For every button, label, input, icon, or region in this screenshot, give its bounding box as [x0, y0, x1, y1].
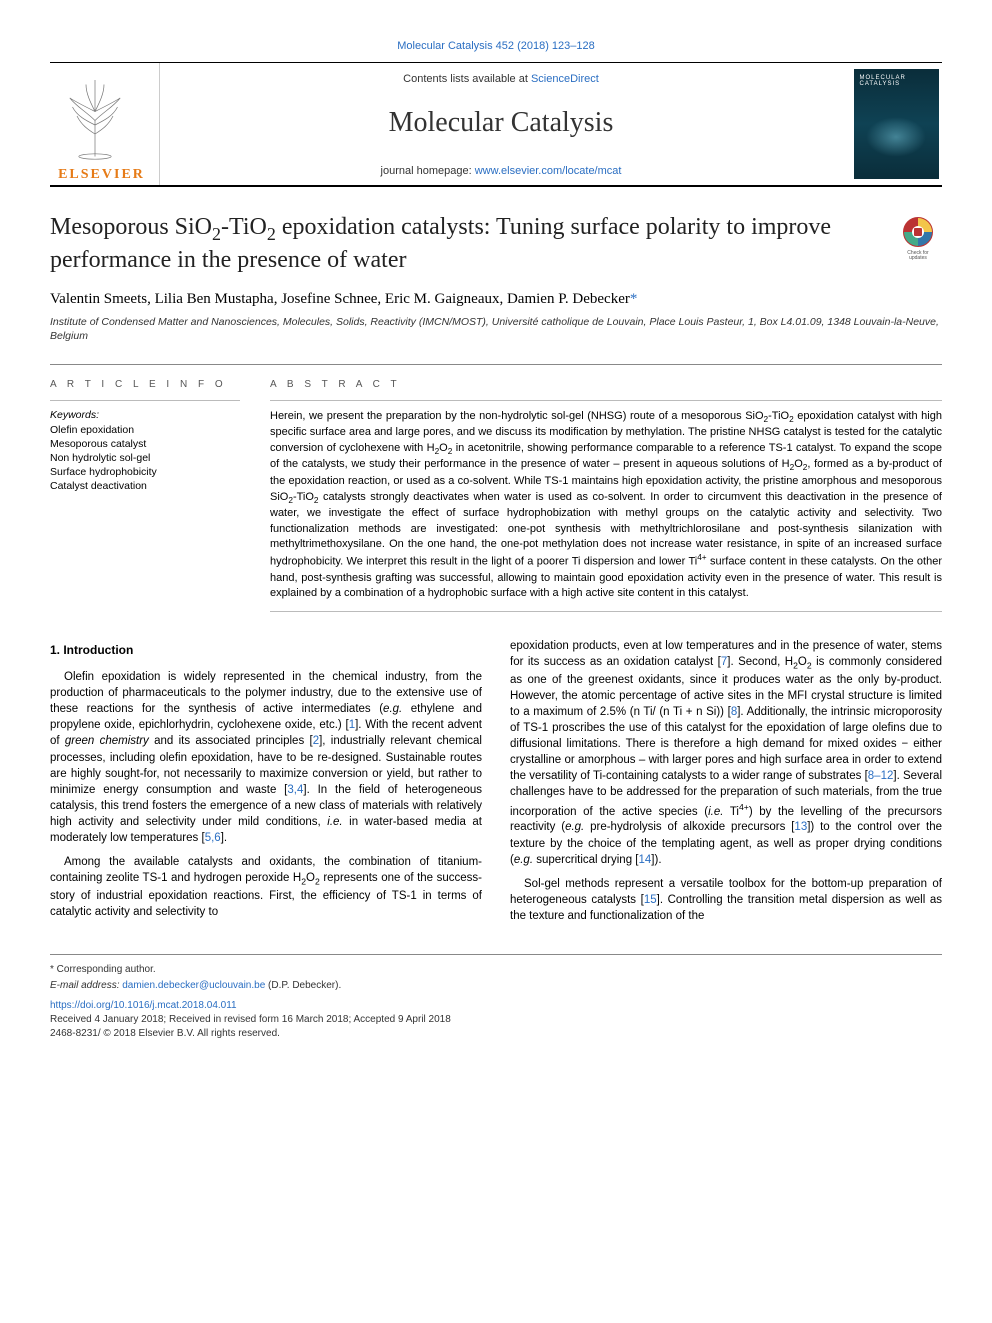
- corresponding-marker[interactable]: *: [630, 291, 638, 307]
- journal-cover-thumb: MOLECULAR CATALYSIS: [854, 69, 939, 179]
- corresponding-note: * Corresponding author.: [50, 963, 942, 977]
- publisher-block: ELSEVIER: [50, 63, 160, 185]
- body-paragraph: epoxidation products, even at low temper…: [510, 638, 942, 867]
- homepage-line: journal homepage: www.elsevier.com/locat…: [170, 165, 832, 177]
- masthead-center: Contents lists available at ScienceDirec…: [160, 63, 842, 185]
- homepage-prefix: journal homepage:: [381, 165, 475, 177]
- body-columns: 1. Introduction Olefin epoxidation is wi…: [50, 638, 942, 930]
- abstract-heading: A B S T R A C T: [270, 379, 942, 390]
- abstract-col: A B S T R A C T Herein, we present the p…: [270, 379, 942, 613]
- svg-text:updates: updates: [909, 255, 927, 260]
- abstract-text: Herein, we present the preparation by th…: [270, 400, 942, 613]
- email-line: E-mail address: damien.debecker@uclouvai…: [50, 979, 942, 993]
- body-paragraph: Among the available catalysts and oxidan…: [50, 854, 482, 920]
- email-label: E-mail address:: [50, 980, 122, 991]
- affiliation: Institute of Condensed Matter and Nanosc…: [50, 316, 942, 343]
- article-info-heading: A R T I C L E I N F O: [50, 379, 240, 390]
- homepage-link[interactable]: www.elsevier.com/locate/mcat: [475, 165, 622, 177]
- body-paragraph: Sol-gel methods represent a versatile to…: [510, 876, 942, 924]
- body-paragraph: Olefin epoxidation is widely represented…: [50, 669, 482, 846]
- journal-name: Molecular Catalysis: [170, 107, 832, 139]
- copyright-line: 2468-8231/ © 2018 Elsevier B.V. All righ…: [50, 1027, 942, 1041]
- cover-block: MOLECULAR CATALYSIS: [842, 63, 942, 185]
- section-heading-intro: 1. Introduction: [50, 642, 482, 659]
- keyword: Olefin epoxidation: [50, 423, 240, 437]
- doi-link[interactable]: https://doi.org/10.1016/j.mcat.2018.04.0…: [50, 999, 942, 1013]
- received-line: Received 4 January 2018; Received in rev…: [50, 1013, 942, 1027]
- article-title: Mesoporous SiO2-TiO2 epoxidation catalys…: [50, 212, 878, 275]
- elsevier-tree-icon: [50, 71, 153, 164]
- authors: Valentin Smeets, Lilia Ben Mustapha, Jos…: [50, 291, 942, 308]
- cover-label: MOLECULAR CATALYSIS: [860, 75, 933, 87]
- info-abstract-block: A R T I C L E I N F O Keywords: Olefin e…: [50, 364, 942, 613]
- author-list: Valentin Smeets, Lilia Ben Mustapha, Jos…: [50, 291, 630, 307]
- keywords-heading: Keywords:: [50, 400, 240, 421]
- keyword: Mesoporous catalyst: [50, 437, 240, 451]
- top-citation-link[interactable]: Molecular Catalysis 452 (2018) 123–128: [397, 40, 595, 52]
- cover-art-icon: [866, 117, 926, 157]
- page-root: Molecular Catalysis 452 (2018) 123–128: [0, 0, 992, 1071]
- top-citation: Molecular Catalysis 452 (2018) 123–128: [50, 40, 942, 52]
- contents-prefix: Contents lists available at: [403, 73, 531, 85]
- keyword: Non hydrolytic sol-gel: [50, 451, 240, 465]
- article-info-col: A R T I C L E I N F O Keywords: Olefin e…: [50, 379, 240, 613]
- email-person: (D.P. Debecker).: [265, 980, 341, 991]
- publisher-logo-text: ELSEVIER: [50, 167, 153, 183]
- masthead: ELSEVIER Contents lists available at Sci…: [50, 62, 942, 187]
- contents-line: Contents lists available at ScienceDirec…: [170, 73, 832, 85]
- sciencedirect-link[interactable]: ScienceDirect: [531, 73, 599, 85]
- title-row: Mesoporous SiO2-TiO2 epoxidation catalys…: [50, 212, 942, 275]
- footer: * Corresponding author. E-mail address: …: [50, 954, 942, 1041]
- keyword: Surface hydrophobicity: [50, 465, 240, 479]
- check-updates-badge[interactable]: Check for updates: [894, 212, 942, 260]
- keyword: Catalyst deactivation: [50, 479, 240, 493]
- email-link[interactable]: damien.debecker@uclouvain.be: [122, 980, 265, 991]
